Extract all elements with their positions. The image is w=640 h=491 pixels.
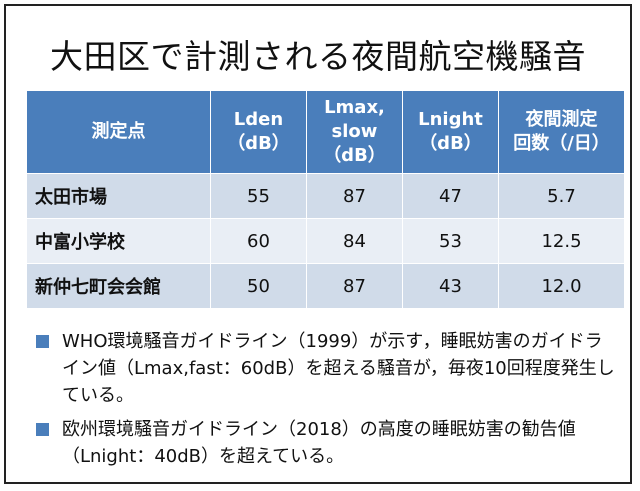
noise-table: 測定点 Lden （dB） Lmax, slow （dB） Lnight （dB… [26,90,625,309]
cell-lmax: 84 [306,218,403,264]
square-bullet-icon [36,423,49,436]
list-item: WHO環境騒音ガイドライン（1999）が示す，睡眠妨害のガイドライン値（Lmax… [36,328,616,409]
cell-point: 太田市場 [26,173,211,219]
square-bullet-icon [36,335,49,348]
cell-point: 中富小学校 [26,218,211,264]
notes-list: WHO環境騒音ガイドライン（1999）が示す，睡眠妨害のガイドライン値（Lmax… [36,328,616,477]
table-row: 太田市場 55 87 47 5.7 [26,173,625,219]
note-text: WHO環境騒音ガイドライン（1999）が示す，睡眠妨害のガイドライン値（Lmax… [62,331,615,406]
header-night-count: 夜間測定 回数（/日） [498,90,625,174]
slide-title: 大田区で計測される夜間航空機騒音 [50,37,586,76]
cell-count: 12.5 [498,218,625,264]
cell-lden: 55 [210,173,307,219]
cell-lmax: 87 [306,173,403,219]
cell-lnight: 43 [402,263,499,309]
table-row: 中富小学校 60 84 53 12.5 [26,218,625,264]
cell-lnight: 47 [402,173,499,219]
cell-count: 5.7 [498,173,625,219]
cell-lden: 50 [210,263,307,309]
header-lmax-slow: Lmax, slow （dB） [306,90,403,174]
note-text: 欧州環境騒音ガイドライン（2018）の高度の睡眠妨害の勧告値（Lnight：40… [62,419,576,467]
list-item: 欧州環境騒音ガイドライン（2018）の高度の睡眠妨害の勧告値（Lnight：40… [36,416,616,470]
cell-lmax: 87 [306,263,403,309]
header-measurement-point: 測定点 [26,90,211,174]
header-lnight: Lnight （dB） [402,90,499,174]
table-row: 新仲七町会会館 50 87 43 12.0 [26,263,625,309]
cell-lnight: 53 [402,218,499,264]
header-lden: Lden （dB） [210,90,307,174]
cell-point: 新仲七町会会館 [26,263,211,309]
cell-lden: 60 [210,218,307,264]
slide: 大田区で計測される夜間航空機騒音 測定点 Lden （dB） Lmax, slo… [4,4,632,484]
cell-count: 12.0 [498,263,625,309]
table-header-row: 測定点 Lden （dB） Lmax, slow （dB） Lnight （dB… [26,90,625,174]
